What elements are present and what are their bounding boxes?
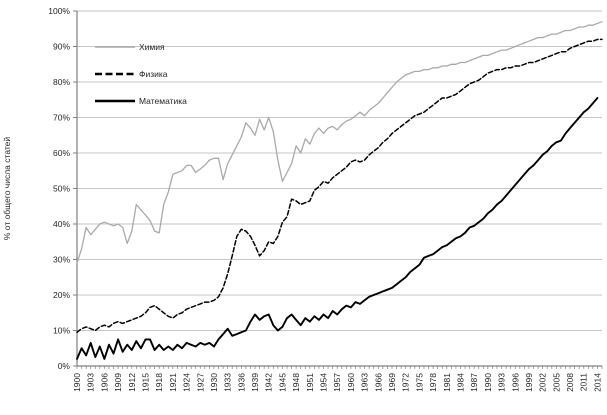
x-tick-label: 1912	[127, 373, 137, 392]
axis-ticks	[73, 10, 603, 369]
series-line-math	[76, 97, 599, 360]
x-tick-label: 1903	[86, 373, 96, 392]
y-tick-label: 100%	[48, 6, 70, 16]
x-tick-label: 1993	[497, 373, 507, 392]
x-tick-label: 1933	[223, 373, 233, 392]
x-tick-label: 1936	[236, 373, 246, 392]
x-tick-label: 1999	[524, 373, 534, 392]
x-tick-label: 1996	[510, 373, 520, 392]
y-tick-label: 60%	[53, 148, 70, 158]
legend: Химия Физика Математика	[95, 42, 187, 106]
x-tick-label: 1972	[401, 373, 411, 392]
x-tick-label: 1909	[113, 373, 123, 392]
x-tick-label: 1981	[442, 373, 452, 392]
series-line-chemistry	[76, 21, 603, 264]
y-tick-label: 50%	[53, 184, 70, 194]
x-tick-label: 1960	[346, 373, 356, 392]
legend-item-chemistry: Химия	[95, 42, 165, 52]
y-axis-title: % от общего числа статей	[2, 137, 12, 241]
x-tick-label: 2002	[538, 373, 548, 392]
x-tick-label: 1990	[483, 373, 493, 392]
y-tick-label: 80%	[53, 77, 70, 87]
legend-label-math: Математика	[139, 96, 187, 106]
x-tick-label: 1963	[360, 373, 370, 392]
x-tick-label: 2008	[565, 373, 575, 392]
x-tick-label: 2014	[592, 373, 602, 392]
series-line-physics	[76, 38, 603, 334]
x-tick-label: 2005	[551, 373, 561, 392]
x-tick-label: 1918	[154, 373, 164, 392]
x-tick-label: 1924	[182, 373, 192, 392]
x-tick-label: 1978	[428, 373, 438, 392]
y-tick-label: 90%	[53, 42, 70, 52]
x-tick-label: 1969	[387, 373, 397, 392]
x-tick-label: 1957	[332, 373, 342, 392]
y-tick-label: 20%	[53, 290, 70, 300]
x-tick-label: 1915	[140, 373, 150, 392]
x-tick-label: 1951	[305, 373, 315, 392]
plot-series	[76, 21, 603, 360]
x-tick-label: 2011	[579, 373, 589, 392]
gridlines	[77, 10, 602, 331]
x-tick-label: 1966	[373, 373, 383, 392]
legend-item-math: Математика	[95, 96, 187, 106]
legend-label-chemistry: Химия	[139, 42, 165, 52]
y-tick-label: 30%	[53, 255, 70, 265]
y-tick-label: 10%	[53, 326, 70, 336]
x-tick-label: 1954	[319, 373, 329, 392]
x-tick-label: 1900	[72, 373, 82, 392]
x-tick-label: 1948	[291, 373, 301, 392]
x-tick-label: 1939	[250, 373, 260, 392]
axis-labels: 0% 10% 20% 30% 40% 50% 60% 70% 80% 90% 100% 1900 190…	[48, 6, 602, 392]
y-tick-label: 0%	[58, 361, 71, 371]
x-tick-label: 1984	[455, 373, 465, 392]
x-tick-label: 1975	[414, 373, 424, 392]
x-tick-label: 1927	[195, 373, 205, 392]
x-tick-label: 1945	[277, 373, 287, 392]
x-tick-label: 1906	[99, 373, 109, 392]
legend-label-physics: Физика	[139, 69, 168, 79]
legend-item-physics: Физика	[95, 69, 168, 79]
x-tick-label: 1987	[469, 373, 479, 392]
x-tick-label: 1942	[264, 373, 274, 392]
x-tick-label: 1921	[168, 373, 178, 392]
x-tick-label: 1930	[209, 373, 219, 392]
y-tick-label: 40%	[53, 219, 70, 229]
y-tick-label: 70%	[53, 113, 70, 123]
